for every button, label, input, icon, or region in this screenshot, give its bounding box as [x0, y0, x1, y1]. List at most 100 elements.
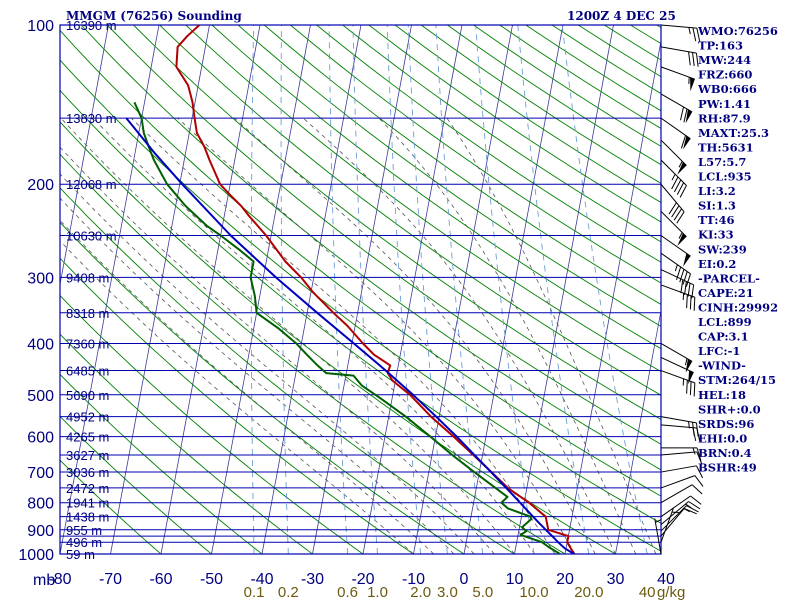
- height-label: 3036 m: [66, 465, 109, 480]
- barb-flag: [690, 495, 702, 505]
- wind-barb: [660, 24, 701, 42]
- barb-flag: [686, 380, 688, 394]
- index-entry: CAPE:21: [698, 286, 754, 300]
- barb-staff: [660, 235, 691, 257]
- barb-flag: [692, 427, 697, 442]
- barb-flag: [696, 451, 703, 465]
- barb-staff: [660, 46, 697, 54]
- pressure-tick-label: 700: [27, 465, 54, 482]
- mixing-ratio-label: 3.0: [437, 584, 458, 600]
- isotherm-line: [413, 25, 513, 554]
- height-label: 4952 m: [66, 410, 109, 425]
- barb-pennant: [683, 253, 691, 267]
- barb-staff: [660, 416, 697, 424]
- index-entry: SW:239: [698, 242, 747, 256]
- pressure-tick-label: 400: [27, 336, 54, 353]
- moist-adiabat: [60, 117, 515, 554]
- pressure-temperature-grid: [59, 24, 662, 555]
- moist-adiabat: [303, 117, 616, 554]
- barb-flag: [676, 182, 685, 195]
- height-label: 9408 m: [66, 270, 109, 285]
- barb-flag: [683, 108, 688, 123]
- wind-barbs: [654, 24, 704, 555]
- barb-half-flag: [671, 173, 676, 181]
- height-label: 3627 m: [66, 448, 109, 463]
- pressure-tick-label: 200: [27, 177, 54, 194]
- barb-pennant: [685, 109, 693, 124]
- index-entry: HEL:18: [698, 388, 746, 402]
- isotherm-line: [514, 25, 614, 554]
- index-entry: CINH:29992: [698, 300, 778, 314]
- sounding-time: 1200Z 4 DEC 25: [567, 9, 676, 23]
- wind-barb: [660, 139, 687, 175]
- mixing-ratio-label: 1.0: [367, 584, 388, 600]
- wind-barb: [660, 235, 691, 267]
- mixing-ratio-label: 0.1: [244, 584, 265, 600]
- index-entry: SHR+:0.0: [698, 402, 761, 416]
- isotherm-line: [615, 308, 661, 554]
- barb-staff: [660, 24, 697, 29]
- mixing-ratio-label: 0.2: [278, 584, 299, 600]
- barb-flag: [679, 106, 685, 121]
- wind-barb: [660, 183, 685, 224]
- barb-staff: [660, 284, 695, 298]
- barb-flag: [680, 279, 684, 294]
- height-label: 1438 m: [66, 510, 109, 525]
- pressure-axis-labels: 100 200 300 400 500 600 700 800 900 1000: [18, 18, 54, 564]
- wind-barb: [660, 66, 695, 92]
- temperature-tick-label: 30: [607, 571, 625, 588]
- barb-pennant: [677, 233, 687, 246]
- height-label: 16390 m: [66, 18, 117, 33]
- barb-half-flag: [688, 27, 691, 35]
- barb-half-flag: [692, 447, 696, 455]
- pressure-tick-label: 800: [27, 496, 54, 513]
- moist-adiabat: [234, 117, 596, 554]
- temperature-tick-label: -30: [301, 571, 324, 588]
- pressure-tick-label: 100: [27, 18, 54, 35]
- index-entry: MAXT:25.3: [698, 126, 769, 140]
- wind-barb: [660, 252, 691, 287]
- isotherm-line: [60, 25, 109, 287]
- isotherm-line: [463, 25, 564, 554]
- barb-flag: [680, 135, 687, 149]
- isotherm-line: [362, 25, 463, 554]
- height-label: 496 m: [66, 535, 102, 550]
- barb-half-flag: [678, 161, 683, 168]
- wind-barb: [660, 370, 696, 397]
- index-entry: CAP:3.1: [698, 330, 749, 344]
- index-entry: TP:163: [698, 39, 743, 53]
- barb-staff: [654, 518, 662, 555]
- barb-flag: [688, 51, 691, 66]
- barb-staff: [660, 269, 694, 286]
- wind-barb: [660, 508, 679, 543]
- barb-flag: [694, 475, 704, 487]
- barb-half-flag: [678, 232, 683, 239]
- pressure-tick-label: 300: [27, 270, 54, 287]
- index-entry: EI:0.2: [698, 257, 736, 271]
- height-label: 7360 m: [66, 336, 109, 351]
- wind-barb: [660, 117, 691, 150]
- index-entry: TH:5631: [698, 140, 754, 154]
- barb-staff: [660, 252, 691, 275]
- barb-staff: [660, 484, 693, 504]
- barb-flag: [679, 269, 685, 283]
- barb-staff: [660, 451, 697, 456]
- mixing-ratio-label: 2.0: [410, 584, 431, 600]
- wind-barb: [660, 46, 699, 67]
- barb-staff: [660, 501, 689, 526]
- barb-flag: [685, 273, 691, 287]
- height-label: 59 m: [66, 547, 95, 562]
- moist-adiabat: [60, 173, 475, 554]
- wind-barb: [660, 475, 704, 489]
- wind-barb: [660, 465, 704, 479]
- barb-flag: [696, 465, 704, 479]
- barb-flag: [695, 53, 699, 67]
- temperature-tick-label: 40: [657, 571, 675, 588]
- height-label: 8318 m: [66, 306, 109, 321]
- barb-staff: [660, 505, 687, 532]
- mixing-ratio-label: 20.0: [574, 584, 603, 600]
- barb-flag: [671, 205, 680, 218]
- barb-flag: [673, 208, 682, 221]
- barb-flag: [671, 176, 679, 190]
- dewpoint-trace: [133, 101, 561, 554]
